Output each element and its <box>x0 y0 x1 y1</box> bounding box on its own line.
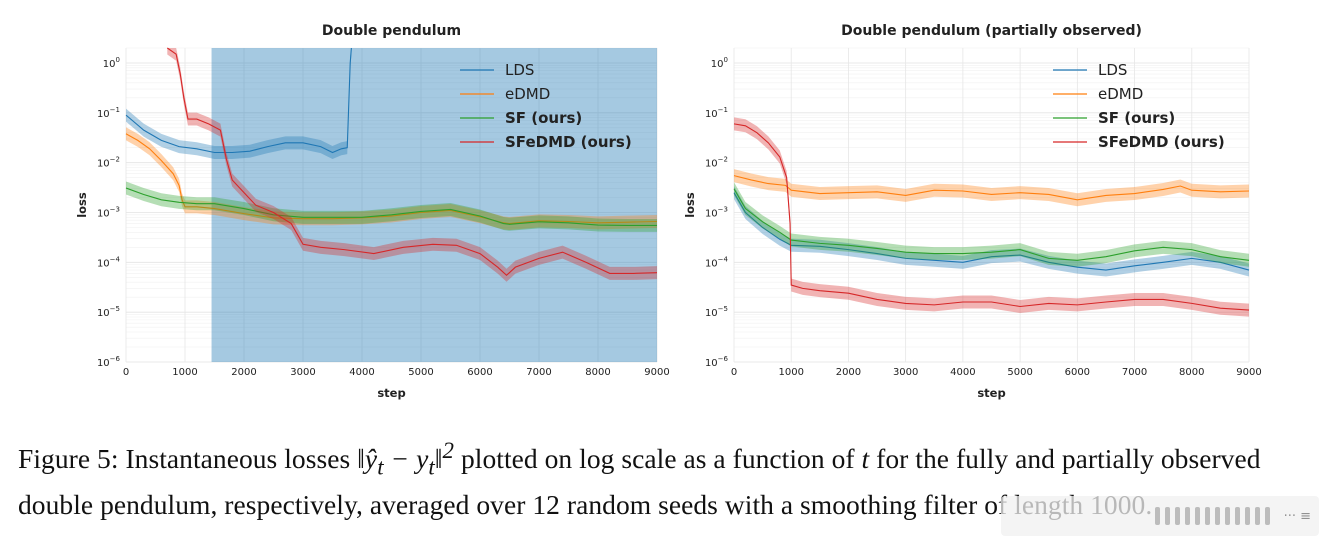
caption-math-sub1: t <box>377 454 384 480</box>
chart-panel-2: 0 1000 2000 3000 4000 5000 6000 7000 8000 9000 100… <box>683 23 1262 400</box>
legend-label-sf-ours-: SF (ours) <box>1098 109 1175 127</box>
series-band-lds <box>734 186 1249 277</box>
x-tick-label: 8000 <box>585 367 610 378</box>
divergence-band <box>211 48 658 362</box>
legend-label-sfedmd-ours-: SFeDMD (ours) <box>505 133 632 151</box>
series-line-sfedmd-ours- <box>733 123 1250 311</box>
chart-title: Double pendulum (partially observed) <box>841 23 1142 39</box>
y-tick-label: 10−4 <box>97 255 121 269</box>
legend-label-sf-ours-: SF (ours) <box>505 109 582 127</box>
x-tick-label: 3000 <box>893 367 918 378</box>
series-band-lds <box>126 48 352 159</box>
y-tick-label: 100 <box>103 56 120 70</box>
chart-title: Double pendulum <box>322 23 461 39</box>
caption-math-close: ‖ <box>434 443 443 475</box>
series-line-lds <box>733 192 1250 271</box>
legend-label-lds: LDS <box>505 61 534 79</box>
legend-label-edmd: eDMD <box>505 85 550 103</box>
x-tick-label: 9000 <box>644 367 669 378</box>
y-tick-label: 10−3 <box>97 206 120 220</box>
x-tick-label: 1000 <box>172 367 197 378</box>
x-axis-label: step <box>977 386 1005 400</box>
y-tick-label: 10−2 <box>705 156 728 170</box>
series-band-sf-ours- <box>126 181 657 232</box>
x-tick-label: 5000 <box>408 367 433 378</box>
x-tick-label: 5000 <box>1007 367 1032 378</box>
x-tick-label: 3000 <box>290 367 315 378</box>
caption-lead: Figure 5: Instantaneous losses <box>18 443 358 475</box>
caption-rest1: plotted on log scale as a function of <box>454 443 862 475</box>
y-tick-label: 10−6 <box>97 355 121 369</box>
y-tick-label: 10−4 <box>705 255 729 269</box>
y-tick-label: 10−2 <box>97 156 120 170</box>
x-tick-label: 4000 <box>349 367 374 378</box>
x-tick-label: 0 <box>731 367 737 378</box>
x-tick-label: 7000 <box>1122 367 1147 378</box>
y-tick-label: 10−3 <box>705 206 728 220</box>
y-axis-label: loss <box>75 192 89 218</box>
caption-math-sub2: t <box>428 454 435 480</box>
series-line-edmd <box>733 175 1250 201</box>
x-tick-label: 2000 <box>231 367 256 378</box>
x-axis-label: step <box>377 386 405 400</box>
caption-math-mid: − y <box>383 443 429 475</box>
legend-label-lds: LDS <box>1098 61 1127 79</box>
x-tick-label: 1000 <box>778 367 803 378</box>
caption-math-open: ‖ŷ <box>357 443 378 475</box>
legend-label-edmd: eDMD <box>1098 85 1143 103</box>
caption-math: ‖ŷt − yt‖2 <box>357 438 454 480</box>
legend-label-sfedmd-ours-: SFeDMD (ours) <box>1098 133 1225 151</box>
series-band-sf-ours- <box>734 182 1249 267</box>
watermark-text: ··· ≡ <box>1283 508 1311 524</box>
x-tick-label: 6000 <box>467 367 492 378</box>
figure: 0 1000 2000 3000 4000 5000 6000 7000 8000 9000 100… <box>75 23 1262 400</box>
y-tick-label: 10−5 <box>97 305 120 319</box>
series-line-sf-ours- <box>733 188 1250 261</box>
watermark-bars <box>1154 507 1270 525</box>
series-line-sfedmd-ours- <box>166 47 658 277</box>
series-band-edmd <box>734 169 1249 207</box>
x-tick-label: 0 <box>123 367 129 378</box>
x-tick-label: 6000 <box>1065 367 1090 378</box>
x-tick-label: 7000 <box>526 367 551 378</box>
watermark: ··· ≡ <box>1001 496 1319 536</box>
y-tick-label: 10−1 <box>705 106 728 120</box>
y-axis-label: loss <box>683 192 697 218</box>
caption-var-t: t <box>861 443 870 475</box>
figure-caption: Figure 5: Instantaneous losses ‖ŷt − yt‖… <box>18 432 1318 523</box>
y-tick-label: 100 <box>711 56 728 70</box>
x-tick-label: 9000 <box>1236 367 1261 378</box>
y-tick-label: 10−1 <box>97 106 120 120</box>
caption-math-sup: 2 <box>442 438 455 463</box>
chart-panel-1: 0 1000 2000 3000 4000 5000 6000 7000 8000 9000 100… <box>75 23 670 400</box>
x-tick-label: 2000 <box>836 367 861 378</box>
figure-svg: 0 1000 2000 3000 4000 5000 6000 7000 8000 9000100… <box>75 23 1262 400</box>
x-tick-label: 4000 <box>950 367 975 378</box>
series-band-sfedmd-ours- <box>167 48 658 282</box>
x-tick-label: 8000 <box>1179 367 1204 378</box>
series-band-edmd <box>126 127 657 231</box>
series-line-edmd <box>125 133 658 225</box>
y-tick-label: 10−6 <box>705 355 729 369</box>
series-line-lds <box>125 47 352 154</box>
series-line-sf-ours- <box>125 187 657 226</box>
caption-rest2: for the fully and partially observed dou… <box>18 443 1261 520</box>
y-tick-label: 10−5 <box>705 305 728 319</box>
